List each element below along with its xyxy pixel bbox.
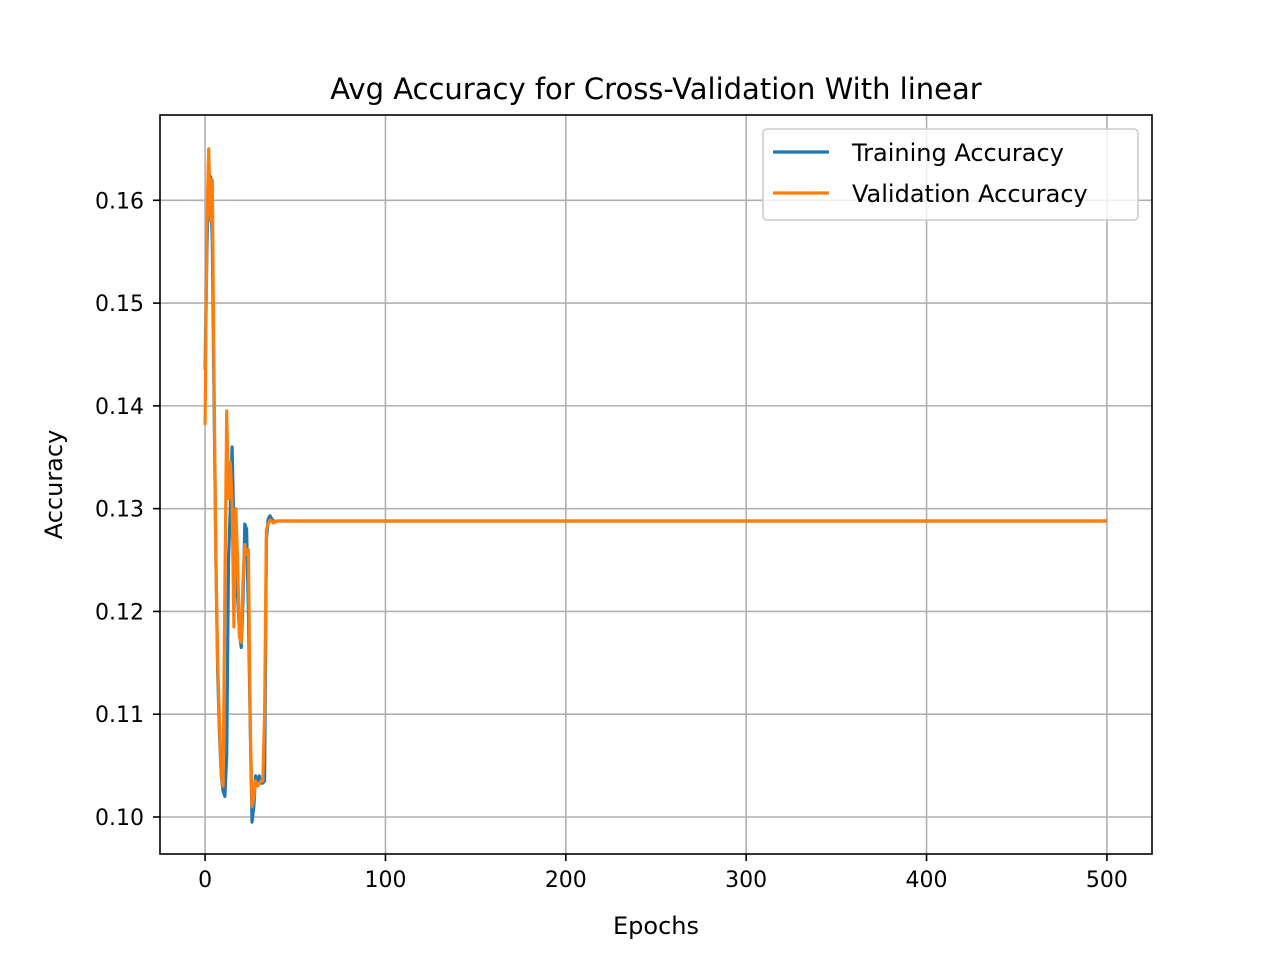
chart-title: Avg Accuracy for Cross-Validation With l… [330,72,981,106]
y-tick-label: 0.10 [95,806,144,831]
y-tick-label: 0.12 [95,600,144,625]
plot-frame [159,114,1153,855]
legend-label-0: Training Accuracy [851,139,1064,167]
y-tick-label: 0.13 [95,498,144,523]
series-layer [203,147,1107,824]
y-tick-label: 0.14 [95,395,144,420]
x-tick-label: 400 [906,868,948,893]
legend-label-1: Validation Accuracy [852,180,1088,208]
series-line-1 [203,147,1107,809]
legend: Training Accuracy Validation Accuracy [762,128,1139,221]
y-axis-label: Accuracy [40,430,68,540]
x-tick-label: 200 [545,868,587,893]
legend-box [762,128,1139,221]
y-tick-label: 0.15 [95,292,144,317]
ticks: 0 100 200 300 400 500 0.10 0.11 0.12 0.13 0.14 0.15… [95,189,1128,893]
grid [160,115,1152,854]
x-tick-label: 500 [1086,868,1128,893]
y-tick-label: 0.11 [95,703,144,728]
x-axis-label: Epochs [613,912,699,940]
x-tick-label: 0 [198,868,212,893]
x-tick-label: 300 [725,868,767,893]
y-tick-label: 0.16 [95,189,144,214]
x-tick-label: 100 [364,868,406,893]
